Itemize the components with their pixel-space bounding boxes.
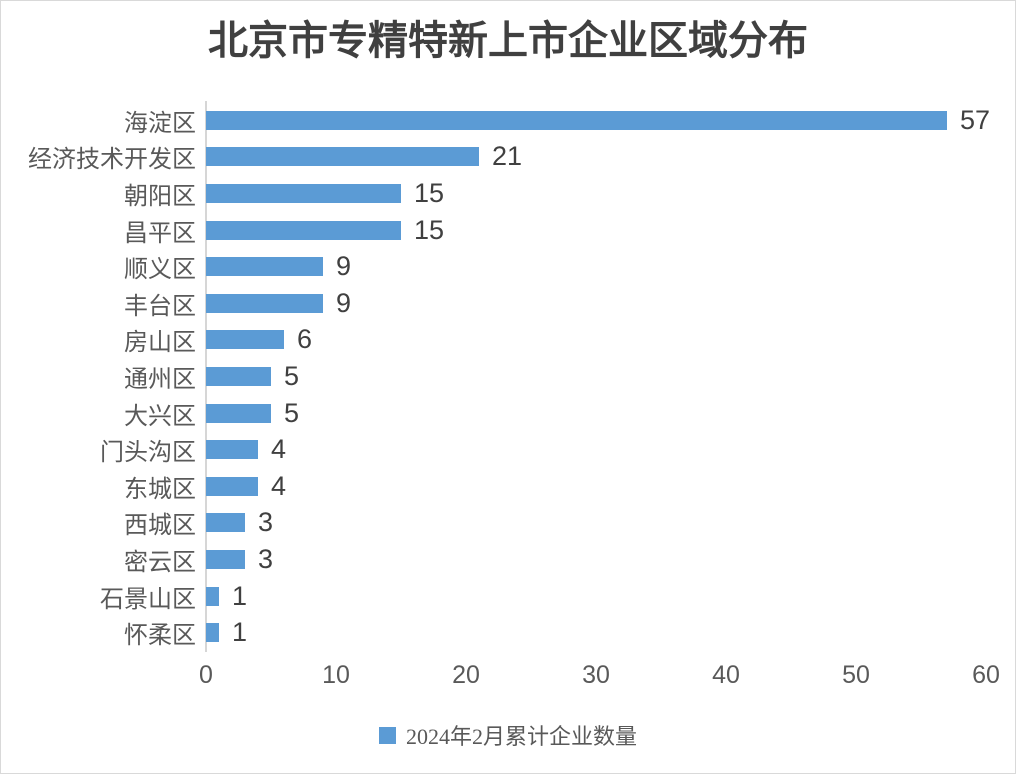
x-tick-label: 0 (199, 661, 213, 689)
value-label: 5 (284, 360, 300, 391)
value-label: 57 (960, 104, 991, 135)
value-label: 6 (297, 324, 313, 355)
bar (206, 513, 245, 533)
value-label: 15 (414, 177, 445, 208)
value-label: 4 (271, 434, 287, 465)
bar (206, 330, 284, 350)
chart-title: 北京市专精特新上市企业区域分布 (208, 18, 808, 63)
value-label: 3 (258, 543, 274, 574)
category-label: 门头沟区 (100, 440, 196, 467)
value-label: 4 (271, 470, 287, 501)
category-label: 密云区 (124, 549, 196, 576)
category-label: 丰台区 (124, 293, 196, 320)
category-label: 朝阳区 (124, 183, 196, 210)
bar (206, 586, 219, 606)
bar (206, 623, 219, 643)
x-tick-label: 50 (842, 661, 870, 689)
legend-marker-icon (378, 726, 396, 744)
category-label: 经济技术开发区 (28, 147, 196, 174)
category-label: 房山区 (124, 330, 196, 357)
value-label: 9 (336, 287, 352, 318)
legend-label: 2024年2月累计企业数量 (405, 724, 637, 749)
legend: 2024年2月累计企业数量 (1, 717, 1015, 753)
bar (206, 184, 401, 203)
bar (206, 220, 401, 240)
category-label: 昌平区 (124, 220, 196, 247)
category-label: 大兴区 (124, 403, 196, 430)
category-label: 怀柔区 (124, 623, 196, 650)
value-label: 9 (336, 251, 352, 282)
bar (206, 293, 323, 313)
category-label: 通州区 (124, 366, 196, 393)
value-label: 21 (492, 141, 523, 172)
bar (206, 257, 323, 277)
bar (206, 110, 947, 130)
category-label: 海淀区 (124, 110, 196, 137)
x-tick-label: 10 (322, 661, 350, 689)
category-label: 顺义区 (124, 257, 196, 284)
category-label: 东城区 (124, 476, 196, 503)
value-label: 3 (258, 507, 274, 538)
bar (206, 476, 258, 496)
bar (206, 367, 271, 386)
bar (206, 403, 271, 423)
bar (206, 440, 258, 460)
value-label: 1 (232, 580, 248, 611)
category-label: 石景山区 (100, 586, 196, 613)
bar (206, 550, 245, 569)
category-label: 西城区 (124, 513, 196, 540)
x-tick-label: 60 (972, 661, 1000, 689)
x-tick-label: 40 (712, 661, 740, 689)
x-tick-label: 20 (452, 661, 480, 689)
value-label: 1 (232, 617, 248, 648)
value-label: 5 (284, 397, 300, 428)
x-tick-label: 30 (582, 661, 610, 689)
bar (206, 147, 479, 167)
value-label: 15 (414, 214, 445, 245)
